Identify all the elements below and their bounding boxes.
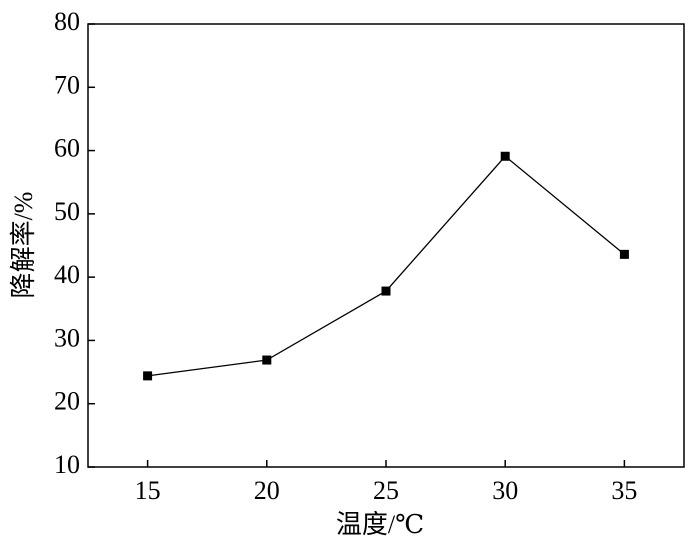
marker	[143, 371, 153, 381]
y-tick-label: 50	[54, 197, 80, 226]
x-tick-label: 15	[135, 476, 161, 505]
y-tick-label: 40	[54, 260, 80, 289]
marker	[619, 249, 629, 259]
x-tick-label: 20	[254, 476, 280, 505]
y-tick-label: 20	[54, 387, 80, 416]
marker	[262, 355, 272, 365]
y-tick-label: 80	[54, 7, 80, 36]
y-tick-label: 70	[54, 70, 80, 99]
x-tick-label: 30	[492, 476, 518, 505]
x-tick-label: 35	[611, 476, 637, 505]
x-tick-label: 25	[373, 476, 399, 505]
marker	[500, 151, 510, 161]
y-tick-label: 60	[54, 134, 80, 163]
y-tick-label: 10	[54, 450, 80, 479]
x-axis-label: 温度/℃	[336, 510, 424, 539]
marker	[381, 286, 391, 296]
y-axis-label: 降解率/%	[9, 192, 38, 299]
plot-frame	[87, 23, 685, 468]
line	[147, 155, 625, 377]
y-tick-label: 30	[54, 323, 80, 352]
